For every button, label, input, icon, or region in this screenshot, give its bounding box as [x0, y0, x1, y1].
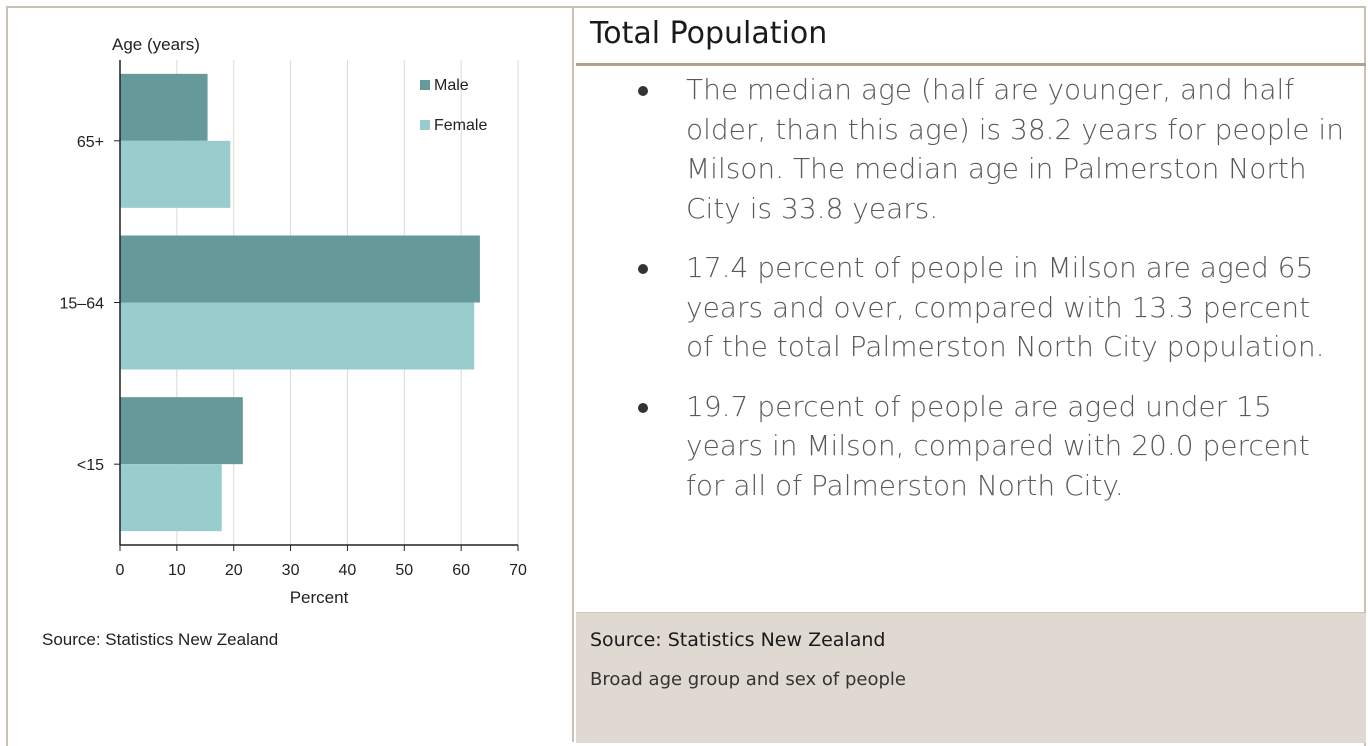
x-tick-label: 30 [282, 562, 300, 579]
y-axis-title: Age (years) [112, 35, 200, 54]
title-divider [576, 63, 1366, 66]
bullet-text: 19.7 percent of people are aged under 15… [686, 389, 1310, 502]
chart-bars [120, 73, 480, 532]
chart-panel: 0 10 20 30 40 50 60 70 65+ 15–64 <15 Age (years) Per… [8, 8, 574, 742]
population-bar-chart: 0 10 20 30 40 50 60 70 65+ 15–64 <15 Age (years) Per… [60, 35, 528, 607]
bullet-item: 19.7 percent of people are aged under 15… [634, 387, 1344, 506]
x-tick-label: 40 [339, 562, 357, 579]
y-category-label: 15–64 [60, 296, 105, 313]
x-tick-label: 70 [509, 562, 527, 579]
bullet-dot-icon [638, 264, 648, 274]
bar-male-1 [120, 235, 480, 303]
x-tick-label: 20 [225, 562, 243, 579]
bullet-text: The median age (half are younger, and ha… [686, 73, 1344, 225]
legend-label-female: Female [434, 117, 487, 134]
footer-source: Source: Statistics New Zealand [590, 629, 886, 651]
bullet-dot-icon [638, 86, 648, 96]
x-tick-label: 10 [168, 562, 186, 579]
bar-female-0 [120, 140, 231, 208]
y-category-label: 65+ [77, 134, 104, 151]
summary-bullets: The median age (half are younger, and ha… [634, 70, 1344, 525]
y-category-label: <15 [77, 457, 104, 474]
chart-legend: Male Female [420, 77, 487, 134]
bullet-item: 17.4 percent of people in Milson are age… [634, 248, 1344, 367]
panel-footer: Source: Statistics New Zealand Broad age… [576, 612, 1366, 743]
bullet-item: The median age (half are younger, and ha… [634, 70, 1344, 228]
legend-swatch-male [420, 80, 430, 90]
chart-labels: 0 10 20 30 40 50 60 70 65+ 15–64 <15 Age (years) Per… [60, 35, 528, 607]
bullet-dot-icon [638, 402, 648, 413]
page-frame [6, 6, 1366, 746]
bar-female-1 [120, 302, 475, 370]
bar-male-2 [120, 397, 243, 465]
x-tick-label: 60 [452, 562, 470, 579]
legend-label-male: Male [434, 77, 469, 94]
chart-source-note: Source: Statistics New Zealand [42, 630, 279, 649]
panel-title: Total Population [590, 16, 828, 51]
summary-panel: Total Population The median age (half ar… [576, 8, 1366, 743]
x-tick-label: 50 [395, 562, 413, 579]
x-axis-title: Percent [290, 588, 349, 607]
bar-female-2 [120, 464, 222, 532]
footer-caption: Broad age group and sex of people [590, 669, 906, 690]
legend-swatch-female [420, 120, 430, 130]
bar-male-0 [120, 73, 208, 141]
bullet-text: 17.4 percent of people in Milson are age… [686, 251, 1325, 363]
chart-axes [114, 60, 519, 551]
x-tick-label: 0 [116, 562, 125, 579]
